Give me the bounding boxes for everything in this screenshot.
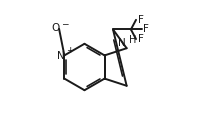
Text: H: H [129, 35, 136, 45]
Text: −: − [61, 19, 69, 28]
Text: F: F [143, 24, 149, 34]
Text: O: O [52, 23, 60, 33]
Text: F: F [138, 15, 143, 25]
Text: +: + [66, 46, 74, 55]
Text: F: F [138, 34, 143, 44]
Text: N: N [57, 51, 64, 61]
Text: N: N [118, 38, 126, 48]
